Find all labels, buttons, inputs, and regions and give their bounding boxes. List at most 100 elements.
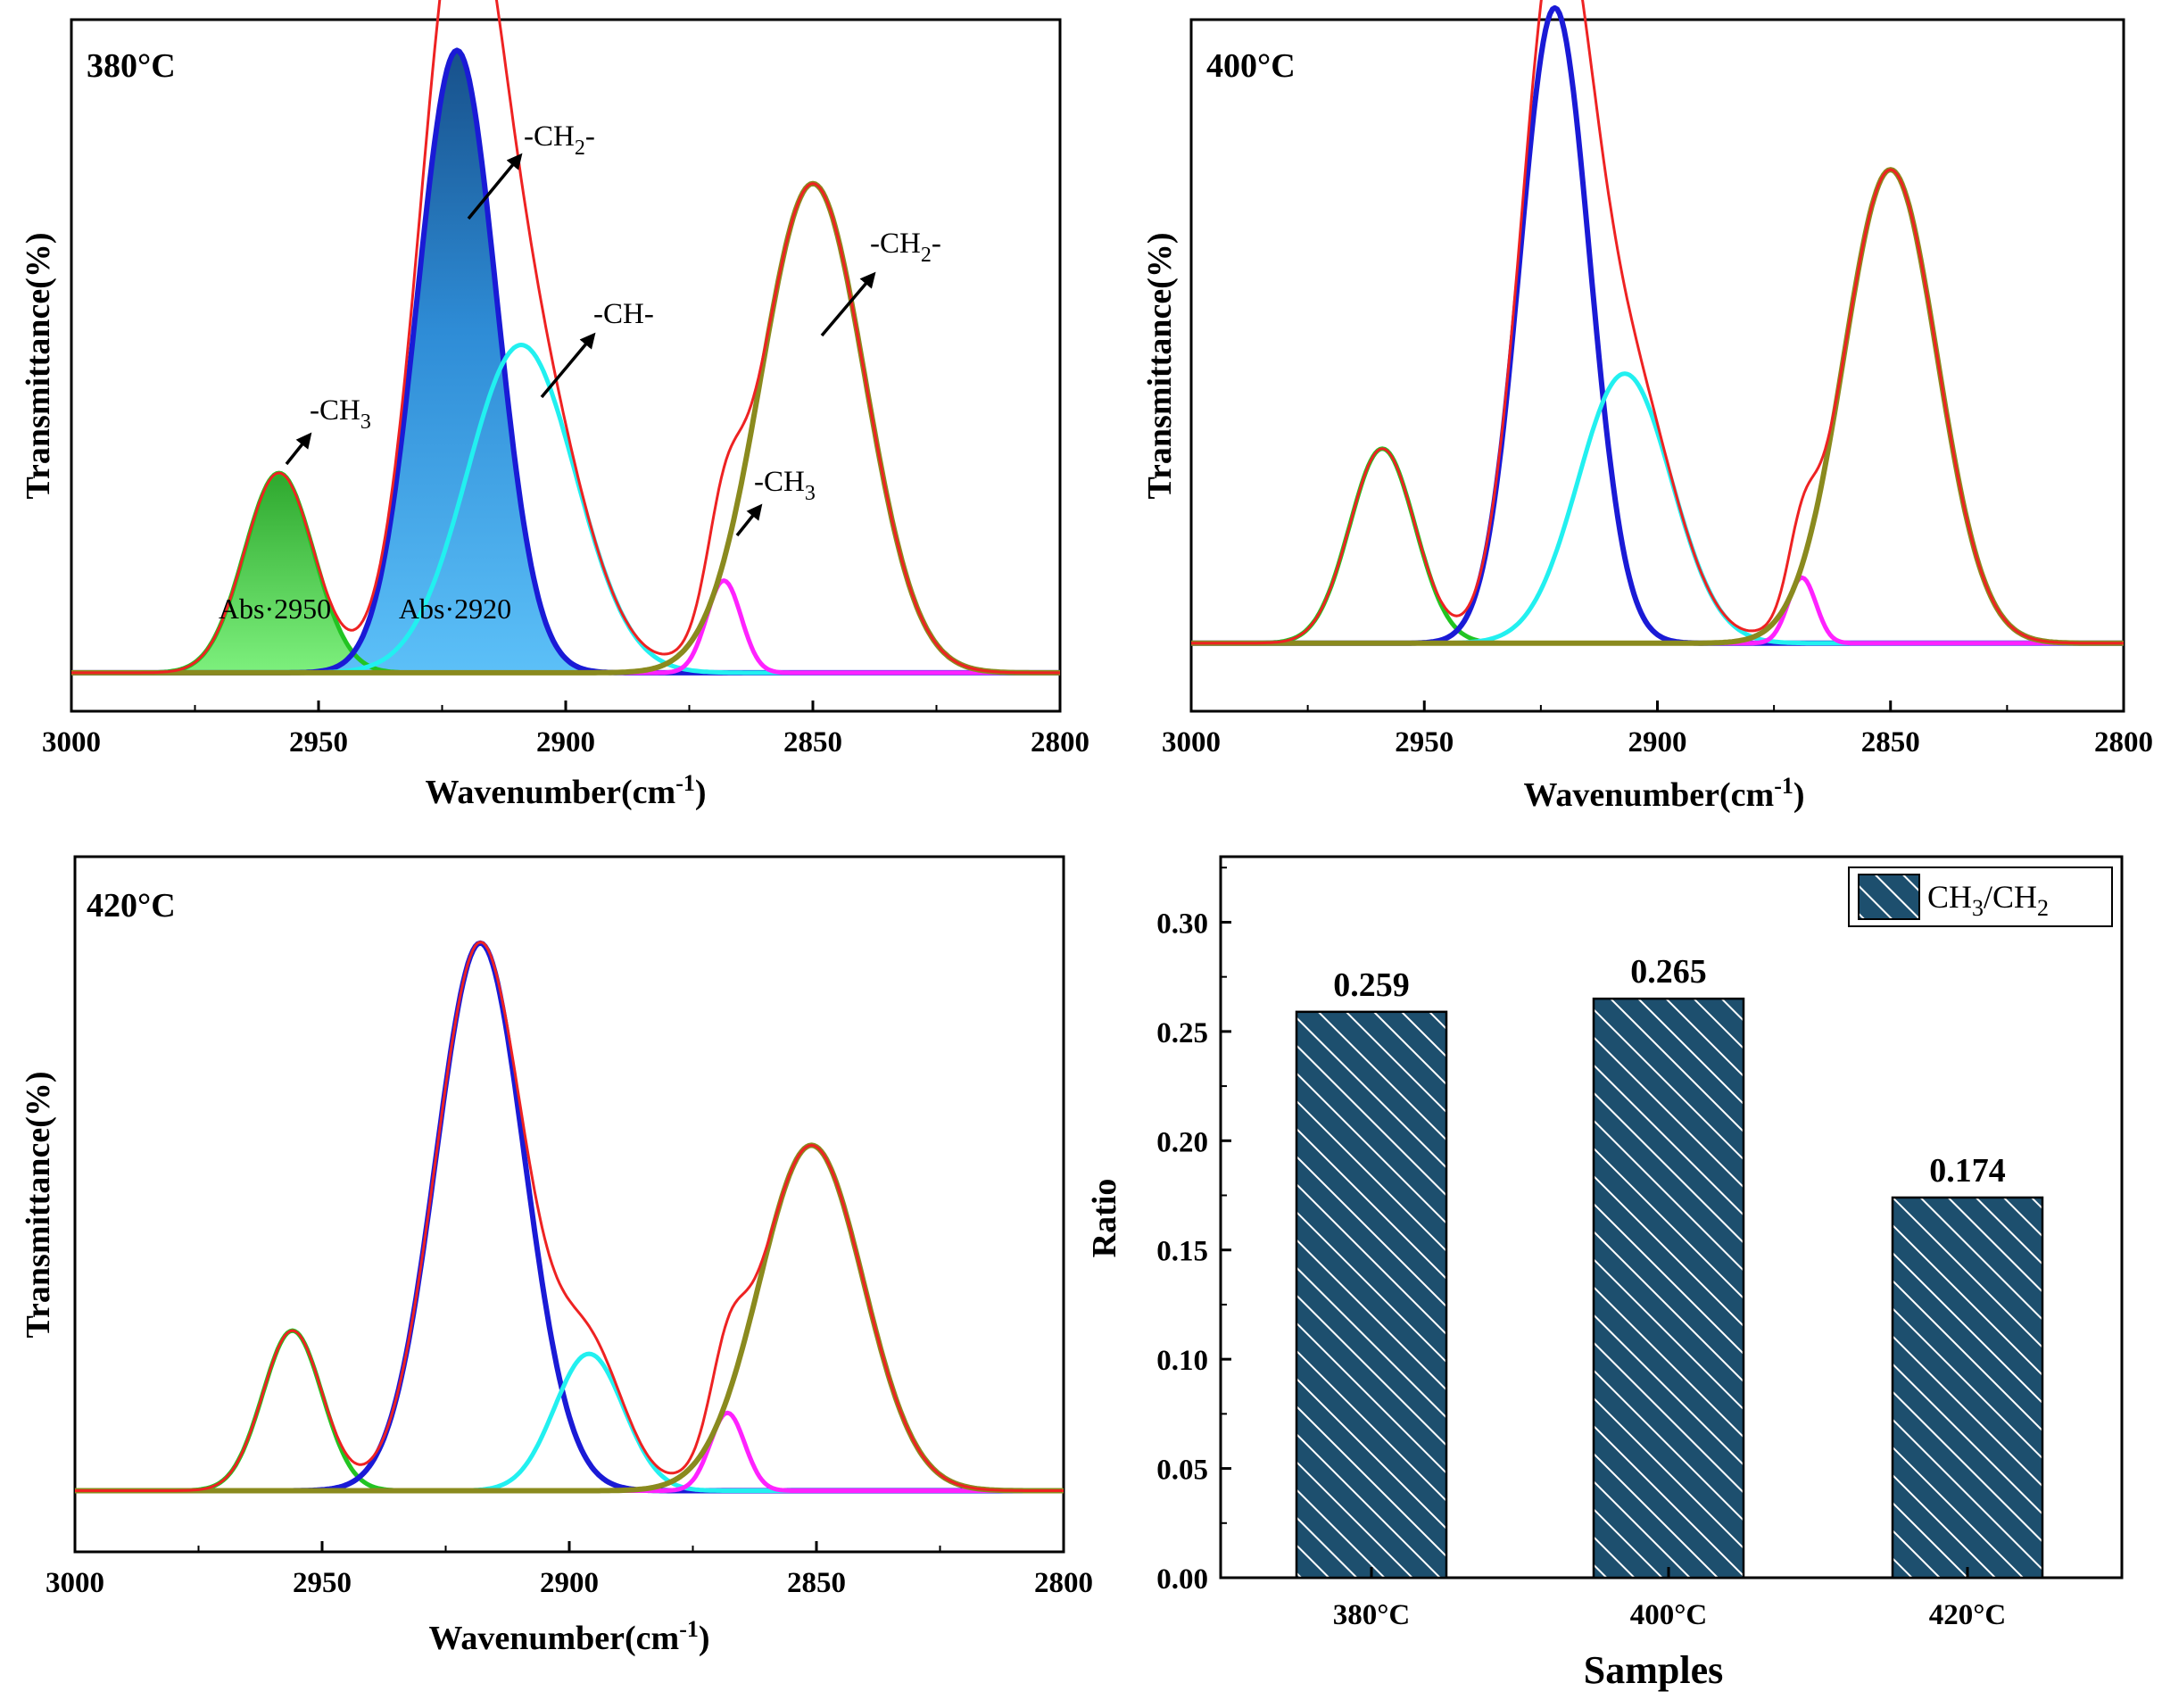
annotation-ch2-1: -CH2- [524,120,595,160]
legend-text: CH [1927,879,1972,915]
bar-value-label: 0.174 [1929,1152,2006,1190]
y-tick-label: 0.05 [1156,1455,1208,1487]
x-tick-label: 2900 [536,726,595,759]
fitted-peaks [1190,0,2125,646]
bars: 0.259 0.265 0.174 [1295,953,2044,1579]
peak-fill-1 [71,473,1060,673]
x-ticks: 3000 2950 2900 2850 2800 [46,1541,1093,1599]
annotation-sub: 2 [921,244,932,267]
bar-2 [1592,997,1745,1579]
legend-sub2: 2 [2037,895,2049,921]
annotation-text: -CH [524,120,575,153]
annotation-text: -CH [754,466,805,498]
annotation-arrow [735,503,763,537]
annotation-sub: 2 [575,137,585,160]
x-axis-label: Wavenumber(cm-1) [428,1616,709,1657]
x-tick-label: 2950 [289,726,348,759]
bar-1 [1295,1010,1448,1579]
x-tick-label: 2950 [293,1567,352,1599]
legend-label: CH3/CH2 [1927,879,2049,921]
peak-curve-5 [1190,167,2125,646]
x-tick-label: 2800 [1034,1567,1093,1599]
x-tick-label: 2850 [787,1567,846,1599]
x-axis-label-close: ) [1793,776,1805,814]
y-tick-label: 0.25 [1156,1017,1208,1049]
x-axis-label-close: ) [699,1620,710,1657]
x-tick-label: 2800 [2094,726,2153,759]
x-tick-label: 3000 [42,726,101,759]
x-tick-label: 2850 [783,726,842,759]
x-axis-label: Samples [1584,1648,1723,1692]
temperature-label: 400°C [1206,47,1296,85]
y-axis-label: Ratio [1086,1179,1123,1258]
annotation-arrow [467,153,523,220]
annotation-text: -CH [310,394,360,427]
x-tick-label: 2800 [1031,726,1089,759]
annotation-ch3-2: -CH3 [754,466,816,505]
peak-curve-2 [74,940,1064,1494]
spectrum-panel-420: 3000 2950 2900 2850 2800 420°C Transmittance… [20,855,1093,1657]
x-ticks: 3000 2950 2900 2850 2800 [42,701,1089,759]
x-tick-label: 3000 [1162,726,1221,759]
temperature-label: 420°C [87,887,176,924]
x-category-label: 420°C [1929,1599,2007,1631]
x-category-label: 380°C [1333,1599,1411,1631]
x-tick-label: 2950 [1395,726,1454,759]
bar-3 [1891,1196,2044,1579]
x-category-label: 400°C [1630,1599,1708,1631]
y-tick-label: 0.10 [1156,1345,1208,1377]
ratio-bar-panel: 0.259 0.265 0.174 0.00 0.05 0.10 0.15 0.20 0.25… [1086,855,2124,1692]
x-axis-label-sup: -1 [1774,773,1793,799]
plot-frame [1189,18,2125,713]
x-tick-label: 2900 [540,1567,599,1599]
y-ticks: 0.00 0.05 0.10 0.15 0.20 0.25 0.30 [1156,866,1231,1596]
peak-curve-2 [1190,4,2125,646]
peak-curve-3 [1191,371,2124,646]
bar-value-label: 0.259 [1333,966,1410,1004]
cumulative-fit-curve [1191,0,2124,645]
annotation-arrow [540,332,596,399]
spectrum-panel-380: 3000 2950 2900 2850 2800 380°C Transmittance… [20,0,1089,811]
legend-sub1: 3 [1972,895,1984,921]
legend: CH3/CH2 [1848,866,2113,927]
y-axis-label: Transmittance(%) [1141,232,1179,499]
cumulative-fit-curve [75,941,1064,1492]
x-axis-label: Wavenumber(cm-1) [425,770,706,811]
peak-curve-5 [74,1142,1064,1494]
annotation-text: -CH [870,228,921,260]
x-categories: 380°C 400°C 420°C [1333,1567,2007,1631]
x-axis-label-close: ) [695,774,707,811]
annotation-sub: 3 [805,482,816,505]
legend-mid: /CH [1984,879,2037,915]
annotation-trail: - [932,228,941,260]
fitted-peaks [74,940,1064,1494]
legend-swatch [1858,874,1920,920]
annotation-arrow [820,271,876,337]
y-tick-label: 0.20 [1156,1126,1208,1158]
peak-curve-1 [1191,446,2124,646]
annotation-trail: - [585,120,595,153]
spectrum-panel-400: 3000 2950 2900 2850 2800 400°C Transmittance… [1141,0,2153,814]
x-tick-label: 2900 [1628,726,1687,759]
annotation-ch3-1: -CH3 [310,394,371,434]
abs-2920-label: Abs·2920 [399,593,511,625]
temperature-label: 380°C [87,47,176,85]
y-tick-label: 0.30 [1156,908,1208,940]
annotation-arrow [285,432,312,466]
annotation-ch2-2: -CH2- [870,228,941,267]
x-ticks: 3000 2950 2900 2850 2800 [1162,701,2153,759]
bar-value-label: 0.265 [1630,953,1707,991]
y-tick-label: 0.15 [1156,1236,1208,1268]
x-axis-label-main: Wavenumber(cm [428,1620,679,1657]
x-tick-label: 3000 [46,1567,104,1599]
x-tick-label: 2850 [1861,726,1920,759]
x-axis-label-sup: -1 [675,770,695,796]
x-axis-label-sup: -1 [679,1616,699,1642]
x-axis-label-main: Wavenumber(cm [1523,776,1774,814]
y-tick-label: 0.00 [1156,1563,1208,1596]
cumulative-fit-curve [71,0,1060,675]
annotation-ch: -CH- [593,298,654,330]
fitted-peaks [70,0,1061,676]
x-axis-label: Wavenumber(cm-1) [1523,773,1804,814]
